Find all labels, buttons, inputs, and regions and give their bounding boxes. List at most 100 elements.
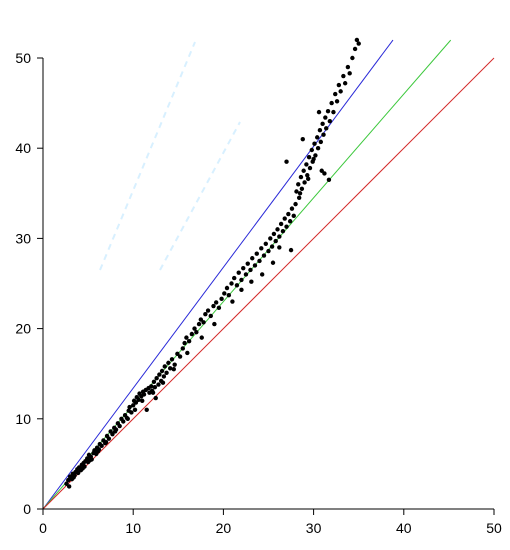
data-point	[300, 136, 305, 142]
ghost-stripes	[99, 41, 241, 271]
data-point	[282, 216, 287, 221]
data-point	[296, 182, 301, 187]
x-tick-label: 0	[39, 520, 47, 536]
data-point	[248, 267, 253, 273]
data-point	[157, 372, 162, 377]
data-point	[277, 245, 282, 250]
data-point	[150, 390, 156, 395]
data-point	[280, 228, 286, 234]
y-tick-label: 40	[15, 140, 31, 156]
data-points	[64, 37, 361, 489]
data-point	[64, 481, 69, 486]
data-point	[254, 251, 259, 256]
data-point	[320, 121, 325, 127]
data-point	[273, 238, 278, 244]
data-point	[185, 350, 190, 356]
data-point	[270, 260, 276, 265]
data-point	[305, 176, 311, 182]
data-point	[271, 231, 277, 237]
data-point	[71, 475, 76, 480]
data-point	[301, 168, 306, 173]
data-point	[236, 270, 241, 275]
data-point	[226, 293, 232, 298]
data-point	[184, 335, 189, 340]
data-point	[287, 219, 293, 224]
data-point	[323, 115, 328, 120]
data-point	[329, 100, 334, 106]
data-point	[167, 366, 173, 371]
data-point	[213, 300, 219, 305]
data-point	[315, 146, 321, 151]
data-point	[347, 71, 352, 76]
data-point	[199, 335, 204, 340]
data-point	[87, 458, 93, 463]
data-point	[309, 147, 314, 153]
data-point	[106, 436, 112, 441]
data-point	[245, 261, 250, 266]
data-point	[177, 354, 183, 359]
data-point	[180, 346, 186, 351]
data-point	[208, 313, 213, 319]
data-point	[313, 153, 318, 158]
data-point	[66, 477, 71, 483]
data-point	[182, 340, 187, 346]
data-point	[299, 186, 305, 191]
data-point	[224, 285, 230, 291]
data-point	[305, 173, 310, 178]
y-tick-marks	[37, 57, 43, 510]
data-point	[341, 73, 346, 79]
data-point	[294, 189, 299, 194]
x-tick-label: 50	[486, 520, 502, 536]
data-point	[189, 331, 195, 337]
data-point	[259, 272, 265, 277]
data-point	[252, 263, 258, 268]
data-point	[131, 403, 136, 408]
data-point	[151, 379, 157, 385]
data-point	[342, 81, 348, 86]
data-point	[277, 234, 282, 239]
y-tick-label: 10	[15, 411, 31, 427]
data-point	[92, 448, 97, 453]
data-point	[243, 272, 249, 277]
data-point	[136, 397, 141, 403]
data-point	[239, 287, 244, 293]
data-point	[315, 135, 320, 140]
data-point	[322, 171, 327, 176]
data-point	[296, 195, 302, 201]
data-point	[103, 440, 109, 445]
data-point	[317, 127, 323, 133]
data-point	[345, 64, 351, 70]
data-point	[133, 400, 139, 405]
data-point	[152, 385, 158, 390]
data-point	[230, 299, 235, 304]
data-point	[229, 281, 234, 286]
y-tick-label: 20	[15, 321, 31, 337]
data-point	[171, 366, 176, 372]
y-tick-label: 50	[15, 50, 31, 66]
data-point	[269, 244, 275, 249]
ghost-stripe	[99, 41, 196, 271]
data-point	[312, 141, 317, 146]
data-point	[154, 376, 159, 381]
data-point	[162, 364, 167, 369]
data-point	[156, 382, 161, 387]
data-point	[149, 384, 154, 389]
data-point	[160, 380, 166, 385]
data-point	[198, 317, 204, 322]
data-point	[289, 206, 295, 211]
data-point	[132, 407, 138, 412]
data-point	[129, 410, 134, 415]
data-point	[316, 109, 322, 115]
data-point	[144, 407, 149, 412]
data-point	[153, 395, 158, 401]
data-point	[203, 311, 208, 317]
data-point	[127, 404, 132, 410]
x-tick-marks	[42, 509, 495, 515]
data-point	[194, 330, 199, 335]
data-point	[112, 429, 118, 434]
x-tick-label: 30	[306, 520, 322, 536]
reference-line-3	[42, 57, 495, 510]
data-point	[278, 221, 284, 227]
data-point	[166, 360, 171, 366]
x-tick-label: 10	[125, 520, 141, 536]
